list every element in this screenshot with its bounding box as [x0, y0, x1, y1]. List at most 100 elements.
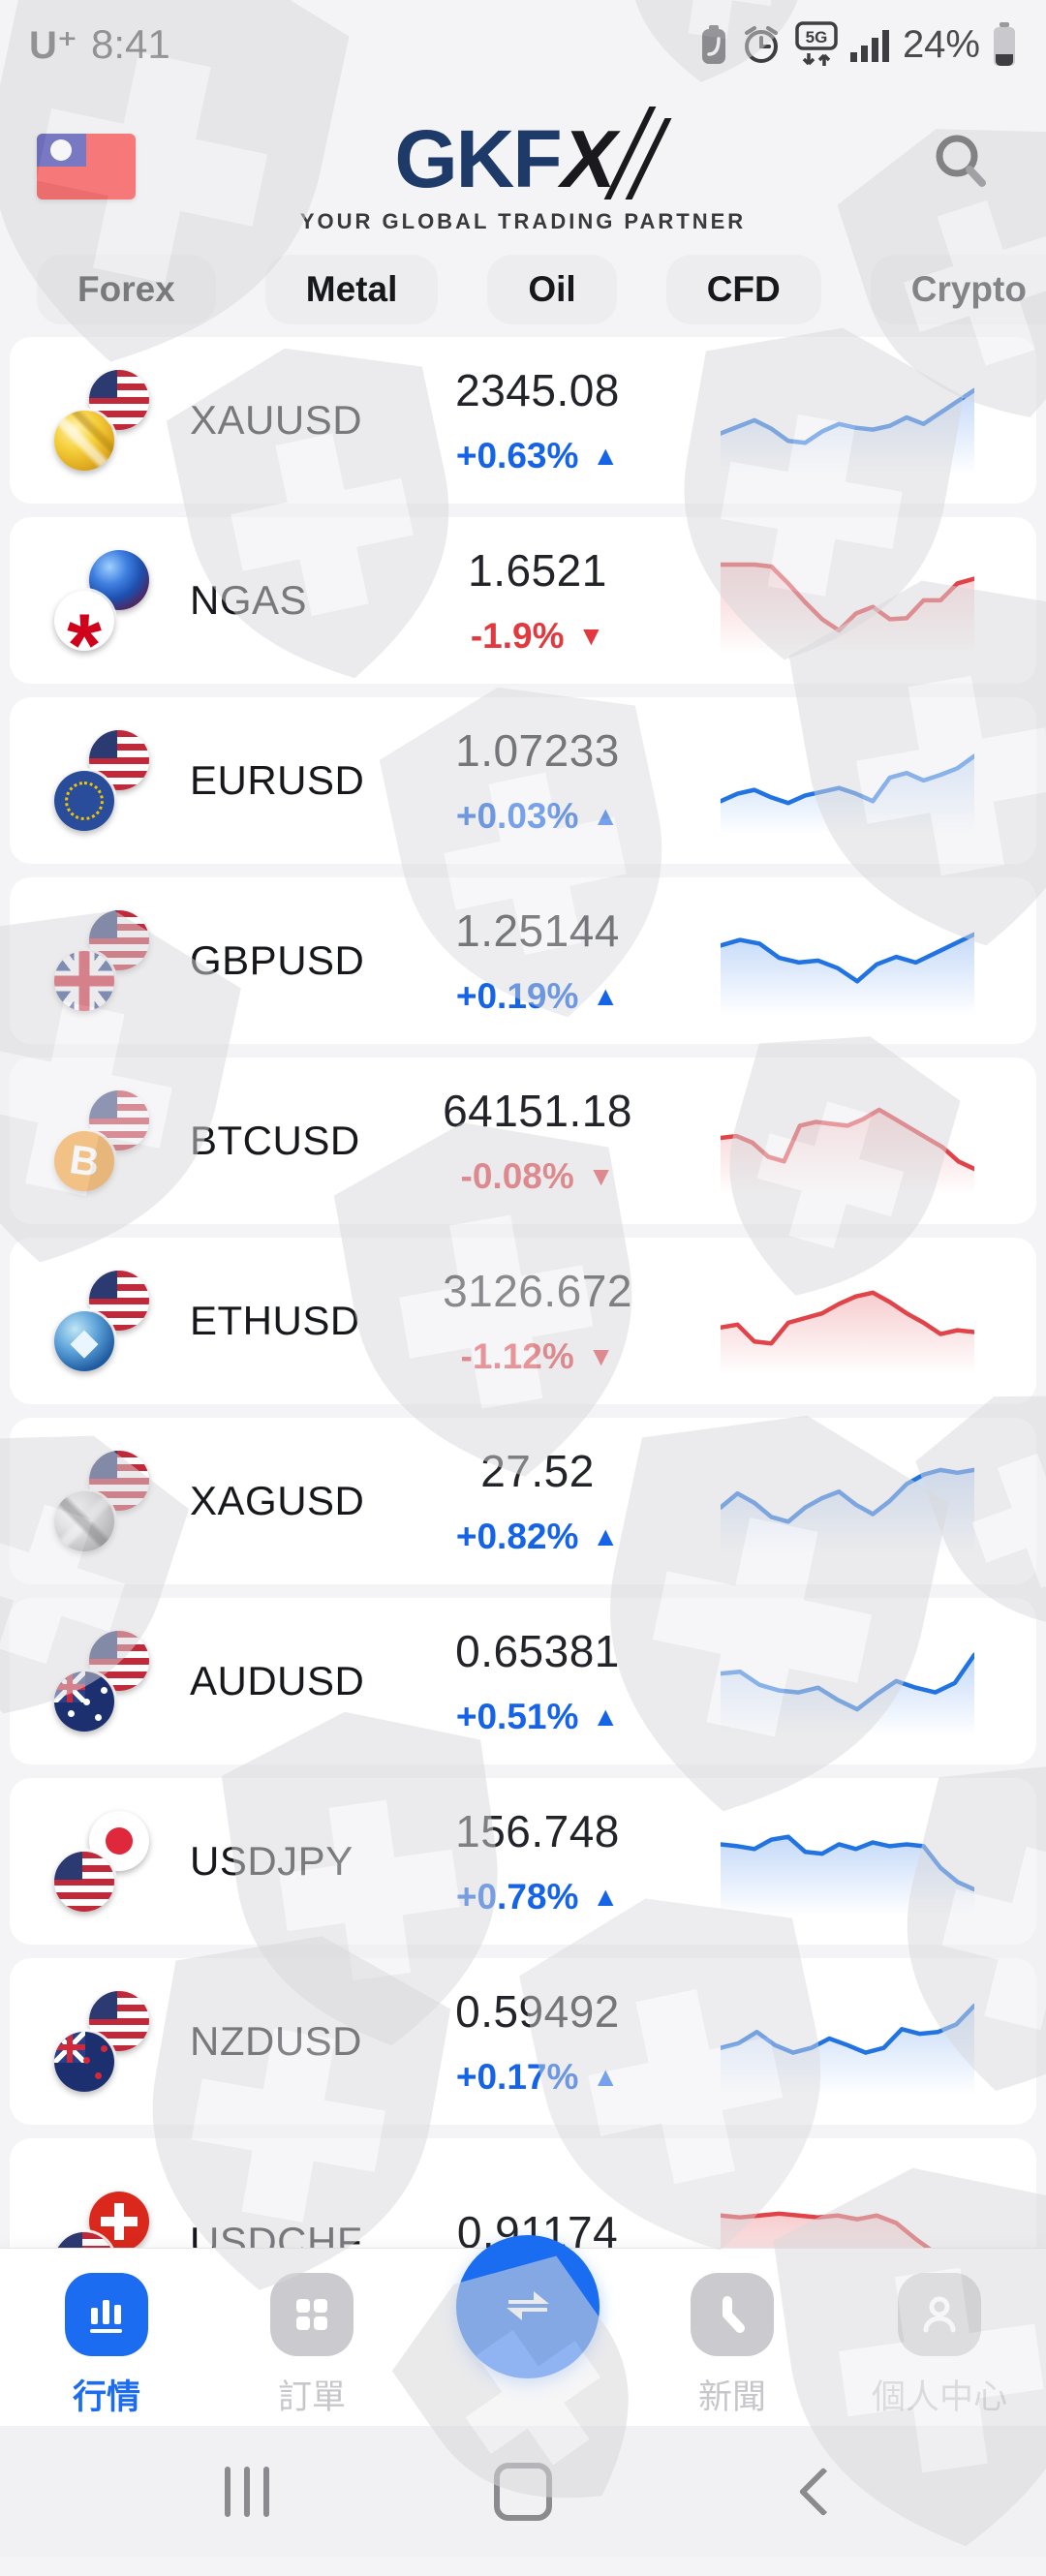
tab-crypto[interactable]: Crypto [870, 255, 1046, 324]
tab-bar: Forex Metal Oil CFD Crypto [0, 254, 1046, 325]
sparkline-chart [721, 1447, 974, 1555]
change-value: +0.17% [455, 2057, 579, 2097]
symbol-label: GBPUSD [190, 937, 365, 983]
base-currency-icon [54, 2032, 114, 2092]
phone-icon [691, 2273, 774, 2356]
instrument-icon [54, 362, 163, 478]
sparkline-chart [721, 366, 974, 475]
trade-fab-button[interactable] [456, 2235, 600, 2378]
quote-row-audusd[interactable]: AUDUSD 0.65381 +0.51% ▲ [10, 1598, 1036, 1764]
change-value: +0.82% [455, 1517, 579, 1556]
trend-arrow-icon: ▲ [592, 1882, 620, 1912]
tab-metal[interactable]: Metal [264, 255, 439, 324]
instrument-icon [54, 903, 163, 1019]
nav-item-orders[interactable]: 訂單 [225, 2272, 399, 2420]
instrument-icon [54, 1983, 163, 2100]
sparkline-chart [721, 1627, 974, 1735]
nav-item-news[interactable]: 新聞 [645, 2272, 819, 2420]
change-value: +0.78% [455, 1877, 579, 1917]
trend-arrow-icon: ▲ [592, 441, 620, 471]
base-currency-icon [54, 771, 114, 831]
carrier-logo: U⁺ [29, 24, 77, 67]
logo-text-gkf: GKF [394, 113, 562, 204]
change-percent: +0.17% ▲ [387, 2057, 688, 2098]
symbol-label: AUDUSD [190, 1658, 365, 1703]
symbol-label: XAGUSD [190, 1478, 365, 1523]
price-value: 3126.672 [443, 1266, 632, 1316]
trend-arrow-icon: ▲ [592, 2062, 620, 2092]
quote-currency-icon [89, 2192, 149, 2252]
change-value: -0.08% [460, 1156, 574, 1196]
nav-label: 行情 [72, 2378, 140, 2416]
symbol-label: USDJPY [190, 1838, 354, 1884]
quote-row-btcusd[interactable]: BTCUSD 64151.18 -0.08% ▼ [10, 1058, 1036, 1224]
tab-cfd[interactable]: CFD [665, 255, 821, 324]
quote-row-ngas[interactable]: NGAS 1.6521 -1.9% ▼ [10, 517, 1036, 684]
home-button[interactable] [465, 2434, 581, 2550]
symbol-label: EURUSD [190, 757, 365, 803]
price-value: 64151.18 [443, 1086, 632, 1136]
recents-button[interactable] [189, 2434, 305, 2550]
nav-label: 個人中心 [871, 2378, 1007, 2416]
instrument-icon [54, 1083, 163, 1199]
alarm-clock-icon [740, 23, 783, 66]
quote-row-ethusd[interactable]: ETHUSD 3126.672 -1.12% ▼ [10, 1238, 1036, 1404]
change-percent: +0.03% ▲ [387, 796, 688, 837]
price-value: 156.748 [455, 1806, 620, 1856]
trend-arrow-icon: ▼ [587, 1161, 615, 1191]
sparkline-chart [721, 1267, 974, 1375]
symbol-label: NGAS [190, 577, 308, 623]
quote-currency-icon [89, 370, 149, 430]
quote-row-eurusd[interactable]: EURUSD 1.07233 +0.03% ▲ [10, 697, 1036, 864]
trend-arrow-icon: ▼ [587, 1341, 615, 1371]
nav-label: 新聞 [697, 2378, 766, 2416]
quote-row-xauusd[interactable]: XAUUSD 2345.08 +0.63% ▲ [10, 337, 1036, 504]
price-value: 2345.08 [455, 365, 620, 415]
gkfx-logo: GKF X YOUR GLOBAL TRADING PARTNER [0, 107, 1046, 234]
change-percent: -0.08% ▼ [387, 1156, 688, 1197]
tab-forex[interactable]: Forex [37, 255, 216, 324]
price-value: 1.6521 [468, 545, 607, 596]
android-navigation-bar [0, 2426, 1046, 2557]
tab-oil[interactable]: Oil [487, 255, 617, 324]
base-currency-icon [54, 411, 114, 471]
status-time: 8:41 [91, 21, 170, 67]
quote-row-gbpusd[interactable]: GBPUSD 1.25144 +0.19% ▲ [10, 877, 1036, 1044]
nav-item-quotes[interactable]: 行情 [19, 2272, 194, 2420]
battery-saver-icon [699, 23, 728, 66]
quote-list: XAUUSD 2345.08 +0.63% ▲ NGAS 1.6521 -1.9… [10, 337, 1036, 2359]
back-button[interactable] [765, 2434, 881, 2550]
base-currency-icon [54, 1491, 114, 1551]
instrument-icon [54, 1623, 163, 1739]
quote-row-usdjpy[interactable]: USDJPY 156.748 +0.78% ▲ [10, 1778, 1036, 1945]
base-currency-icon [54, 951, 114, 1011]
trend-arrow-icon: ▲ [592, 1702, 620, 1732]
base-currency-icon [54, 591, 114, 651]
symbol-label: BTCUSD [190, 1118, 360, 1163]
change-percent: -1.12% ▼ [387, 1336, 688, 1377]
sparkline-chart [721, 726, 974, 835]
change-percent: +0.82% ▲ [387, 1517, 688, 1557]
chart-bars-icon [65, 2273, 148, 2356]
price-value: 0.65381 [455, 1626, 620, 1676]
change-value: -1.12% [460, 1336, 574, 1376]
search-button[interactable] [920, 126, 992, 198]
nav-item-profile[interactable]: 個人中心 [852, 2272, 1027, 2420]
change-percent: +0.78% ▲ [387, 1877, 688, 1917]
sparkline-chart [721, 1987, 974, 2096]
battery-percent-label: 24% [902, 22, 980, 66]
app-header: GKF X YOUR GLOBAL TRADING PARTNER [0, 89, 1046, 252]
status-bar: U⁺ 8:41 5G 24% [0, 0, 1046, 89]
instrument-icon [54, 542, 163, 659]
quote-row-xagusd[interactable]: XAGUSD 27.52 +0.82% ▲ [10, 1418, 1036, 1584]
change-percent: +0.51% ▲ [387, 1697, 688, 1737]
recents-icon [225, 2466, 269, 2517]
trend-arrow-icon: ▲ [592, 1521, 620, 1551]
person-icon [898, 2273, 981, 2356]
change-percent: +0.63% ▲ [387, 436, 688, 476]
sparkline-chart [721, 1807, 974, 1916]
price-value: 27.52 [480, 1446, 595, 1496]
quote-row-nzdusd[interactable]: NZDUSD 0.59492 +0.17% ▲ [10, 1958, 1036, 2125]
change-value: -1.9% [470, 616, 565, 656]
grid-icon [270, 2273, 354, 2356]
